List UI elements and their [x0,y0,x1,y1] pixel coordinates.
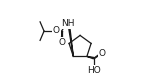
Text: O: O [99,49,106,58]
Polygon shape [68,24,73,56]
Text: HO: HO [87,66,101,75]
Text: O: O [53,26,60,35]
Text: O: O [58,38,65,47]
Polygon shape [87,56,94,59]
Text: NH: NH [61,19,74,28]
